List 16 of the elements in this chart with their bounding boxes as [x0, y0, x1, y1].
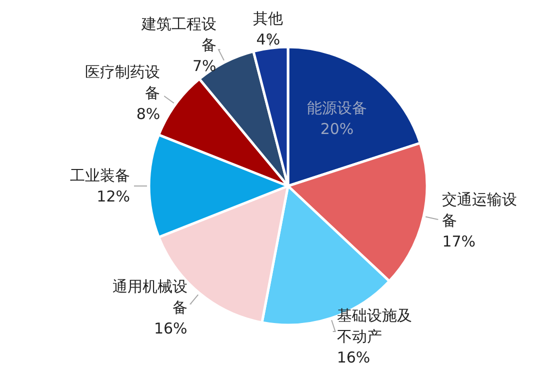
- slice-label: 基础设施及不动产: [336, 306, 412, 346]
- data-label: 16%: [336, 348, 370, 366]
- data-label: 20%: [320, 120, 354, 138]
- slice-label: 能源设备: [307, 99, 368, 118]
- data-label: 8%: [136, 105, 160, 124]
- slice-label: 其他: [253, 10, 284, 28]
- slice-label: 通用机械设备: [112, 278, 188, 317]
- data-label: 17%: [442, 232, 476, 250]
- data-label: 16%: [154, 320, 188, 338]
- slice-label: 交通运输设备: [442, 190, 518, 230]
- data-label: 4%: [256, 30, 280, 49]
- slice-label: 建筑工程设备: [140, 15, 216, 54]
- data-label: 12%: [96, 188, 130, 206]
- slice-label: 医疗制药设备: [85, 63, 160, 102]
- data-label: 7%: [192, 57, 216, 76]
- slice-label: 工业装备: [70, 166, 130, 184]
